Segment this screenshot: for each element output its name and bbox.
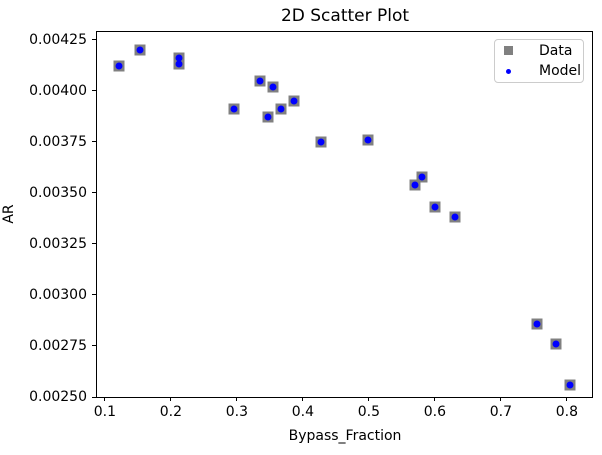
x-tick xyxy=(170,397,172,401)
x-tick xyxy=(104,397,106,401)
model-point-dot xyxy=(175,54,183,62)
model-point-dot xyxy=(411,181,419,189)
model-dot-marker-icon xyxy=(505,68,511,74)
chart-title: 2D Scatter Plot xyxy=(280,6,410,26)
legend-entry-data: Data xyxy=(495,41,583,60)
legend: Data Model xyxy=(494,39,584,83)
model-point-dot xyxy=(364,136,372,144)
model-point-dot xyxy=(230,105,238,113)
x-tick xyxy=(302,397,304,401)
y-tick-label: 0.00325 xyxy=(29,235,87,252)
model-point-dot xyxy=(431,203,439,211)
y-tick-label: 0.00275 xyxy=(29,337,87,354)
y-tick xyxy=(92,396,96,398)
model-point-dot xyxy=(533,320,541,327)
x-tick-label: 0.6 xyxy=(423,404,447,420)
axes-spines xyxy=(96,31,593,398)
model-point-dot xyxy=(451,213,459,221)
y-tick-label: 0.00400 xyxy=(29,82,87,99)
y-tick-label: 0.00425 xyxy=(29,31,87,48)
x-tick-label: 0.5 xyxy=(357,404,381,420)
data-square-marker-icon xyxy=(503,46,513,56)
x-tick-label: 0.1 xyxy=(93,404,117,420)
legend-label-data: Data xyxy=(539,42,573,59)
model-point-dot xyxy=(277,105,285,113)
x-tick-label: 0.8 xyxy=(555,404,579,420)
x-tick-label: 0.4 xyxy=(291,404,315,420)
y-tick-label: 0.00300 xyxy=(29,286,87,303)
y-tick xyxy=(92,345,96,347)
model-point-dot xyxy=(115,62,123,70)
x-tick xyxy=(236,397,238,401)
model-point-dot xyxy=(317,138,325,146)
legend-label-model: Model xyxy=(539,63,582,80)
y-tick xyxy=(92,90,96,92)
model-point-dot xyxy=(175,60,183,68)
y-tick-label: 0.00250 xyxy=(29,389,87,405)
x-tick-label: 0.3 xyxy=(225,404,249,420)
y-tick-label: 0.00350 xyxy=(29,184,87,201)
x-tick-label: 0.7 xyxy=(489,404,513,420)
model-point-dot xyxy=(136,46,144,54)
model-point-dot xyxy=(552,340,560,348)
model-point-dot xyxy=(256,77,264,85)
y-tick xyxy=(92,192,96,194)
x-tick-label: 0.2 xyxy=(159,404,183,420)
x-tick xyxy=(368,397,370,401)
x-tick xyxy=(434,397,436,401)
model-point-dot xyxy=(418,173,426,181)
model-point-dot xyxy=(264,113,272,121)
y-tick xyxy=(92,294,96,296)
plot-area: 0.1 0.2 0.3 0.4 0.5 0.6 0.7 0.8 0.00250 0.00275 0.… xyxy=(29,31,593,420)
y-tick xyxy=(92,39,96,41)
model-point-dot xyxy=(269,83,277,91)
x-tick xyxy=(566,397,568,401)
x-axis-label: Bypass_Fraction xyxy=(288,428,402,444)
y-axis-label: AR xyxy=(1,204,17,224)
model-point-dot xyxy=(566,381,574,389)
x-tick xyxy=(500,397,502,401)
legend-entry-model: Model xyxy=(495,62,583,81)
model-point-dot xyxy=(290,97,298,105)
y-tick xyxy=(92,141,96,143)
y-tick xyxy=(92,243,96,245)
y-tick-label: 0.00375 xyxy=(29,133,87,150)
